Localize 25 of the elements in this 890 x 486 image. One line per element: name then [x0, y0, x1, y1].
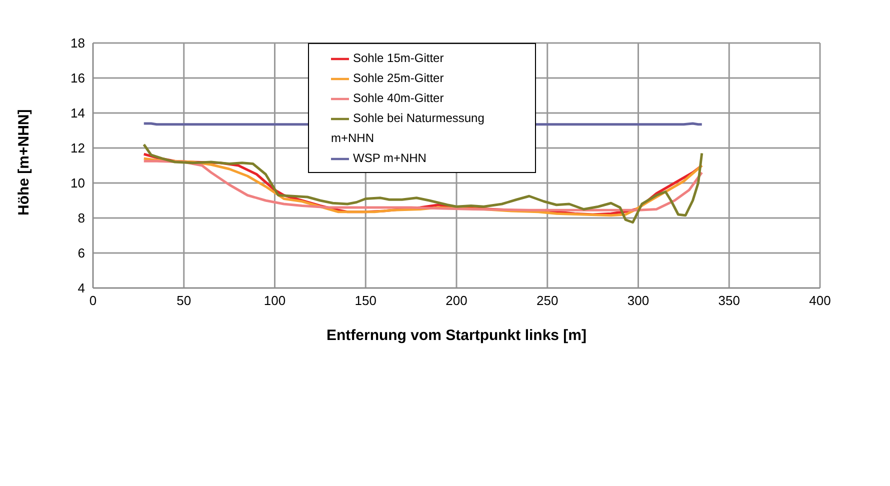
- y-axis-title: Höhe [m+NHN]: [15, 109, 32, 216]
- y-tick-label: 10: [70, 176, 85, 191]
- x-tick-label: 250: [536, 293, 558, 308]
- x-tick-label: 150: [354, 293, 376, 308]
- legend-label: Sohle 40m-Gitter: [353, 91, 444, 105]
- y-tick-label: 14: [70, 106, 85, 121]
- x-tick-label: 200: [446, 293, 468, 308]
- legend-label: Sohle 15m-Gitter: [353, 51, 444, 65]
- y-tick-label: 8: [78, 210, 85, 226]
- y-tick-label: 12: [70, 140, 85, 156]
- x-tick-label: 400: [809, 293, 831, 308]
- y-tick-label: 6: [78, 246, 85, 261]
- y-tick-label: 16: [70, 70, 85, 86]
- legend-label: Sohle bei Naturmessung m+NHN: [331, 111, 484, 145]
- x-tick-label: 50: [176, 293, 192, 308]
- y-tick-label: 18: [70, 36, 85, 51]
- x-tick-label: 350: [718, 293, 740, 308]
- y-tick-label: 4: [78, 280, 85, 296]
- x-tick-label: 300: [627, 293, 650, 308]
- line-series: [142, 143, 704, 224]
- x-axis-title: Entfernung vom Startpunkt links [m]: [326, 327, 587, 344]
- x-tick-label: 100: [264, 293, 286, 308]
- legend-label: Sohle 25m-Gitter: [353, 71, 444, 85]
- legend-label: WSP m+NHN: [353, 151, 426, 165]
- x-tick-label: 0: [89, 293, 97, 308]
